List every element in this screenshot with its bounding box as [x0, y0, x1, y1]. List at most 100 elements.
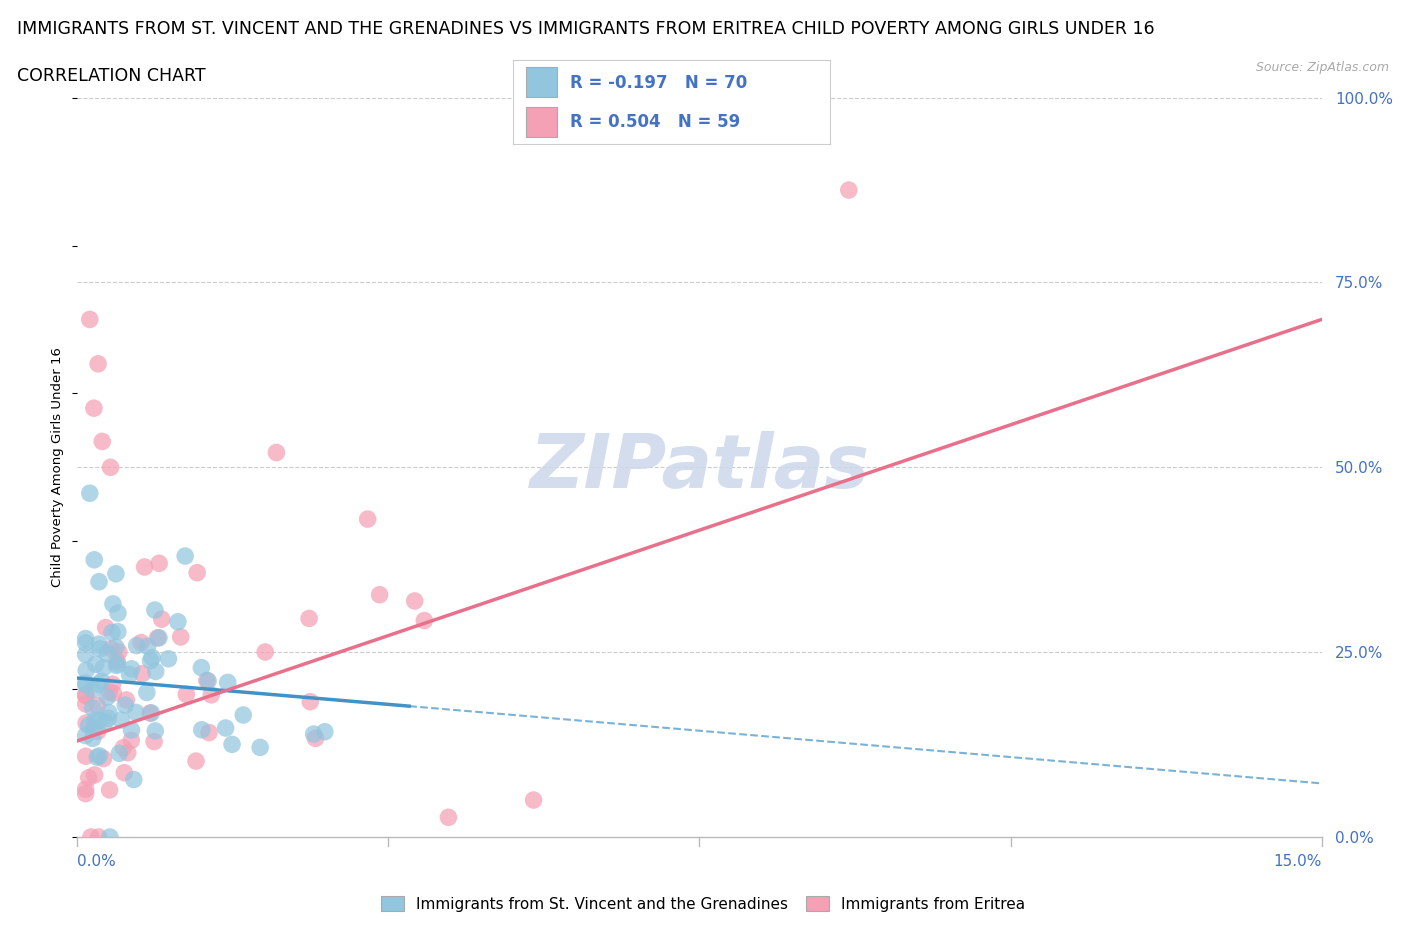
Point: [98, 830, 121, 844]
Text: 15.0%: 15.0%: [1274, 854, 1322, 869]
Point: [120, 733, 142, 748]
Point: [75, 631, 97, 646]
Point: [98, 684, 121, 699]
Text: R = -0.197   N = 70: R = -0.197 N = 70: [571, 74, 748, 92]
Point: [75, 677, 97, 692]
Point: [89, 642, 111, 657]
Point: [139, 653, 162, 668]
Point: [107, 657, 129, 671]
Bar: [526, 107, 557, 138]
Point: [75, 782, 97, 797]
Text: Source: ZipAtlas.com: Source: ZipAtlas.com: [1256, 61, 1389, 74]
Point: [176, 687, 198, 702]
Point: [129, 635, 152, 650]
Point: [112, 765, 135, 780]
Point: [121, 723, 143, 737]
Point: [75, 786, 97, 801]
Point: [148, 631, 170, 645]
Point: [101, 625, 124, 640]
Point: [838, 182, 860, 197]
Point: [75, 688, 97, 703]
Text: ZIPatlas: ZIPatlas: [530, 431, 869, 504]
Point: [79, 312, 101, 327]
Point: [299, 694, 322, 709]
Point: [298, 611, 321, 626]
Point: [108, 644, 131, 659]
Point: [75, 697, 97, 711]
Point: [170, 630, 193, 644]
Point: [117, 745, 139, 760]
Point: [146, 631, 169, 645]
Point: [97, 705, 120, 720]
Point: [103, 685, 125, 700]
Point: [84, 657, 107, 671]
Point: [94, 620, 117, 635]
Point: [87, 356, 110, 371]
Point: [96, 690, 118, 705]
Point: [141, 650, 163, 665]
Point: [195, 673, 218, 688]
Point: [100, 460, 122, 474]
Point: [314, 724, 336, 739]
Y-axis label: Child Poverty Among Girls Under 16: Child Poverty Among Girls Under 16: [51, 348, 65, 587]
Point: [83, 713, 105, 728]
Text: R = 0.504   N = 59: R = 0.504 N = 59: [571, 113, 741, 131]
Point: [368, 588, 391, 603]
Point: [143, 734, 166, 749]
Point: [148, 556, 170, 571]
Point: [145, 664, 167, 679]
Point: [87, 724, 110, 738]
Point: [90, 674, 112, 689]
Point: [97, 711, 120, 725]
Point: [266, 445, 288, 460]
Point: [86, 750, 108, 764]
Bar: [526, 67, 557, 98]
Text: IMMIGRANTS FROM ST. VINCENT AND THE GRENADINES VS IMMIGRANTS FROM ERITREA CHILD : IMMIGRANTS FROM ST. VINCENT AND THE GREN…: [17, 20, 1154, 38]
Point: [82, 683, 104, 698]
Point: [93, 660, 115, 675]
Point: [83, 401, 105, 416]
Point: [77, 770, 100, 785]
Point: [83, 767, 105, 782]
Point: [107, 624, 129, 639]
Point: [75, 728, 97, 743]
Point: [121, 661, 143, 676]
Point: [174, 549, 197, 564]
Point: [437, 810, 460, 825]
Point: [143, 724, 166, 738]
Point: [214, 721, 236, 736]
Point: [82, 731, 104, 746]
Point: [93, 751, 115, 766]
Point: [83, 722, 105, 737]
Point: [75, 635, 97, 650]
Point: [86, 698, 108, 713]
Point: [131, 666, 153, 681]
Point: [91, 434, 114, 449]
Point: [198, 725, 221, 740]
Point: [139, 706, 162, 721]
Point: [108, 746, 131, 761]
Point: [87, 575, 110, 590]
Point: [101, 596, 124, 611]
Point: [357, 512, 380, 526]
Point: [89, 713, 111, 728]
Point: [232, 708, 254, 723]
Point: [75, 675, 97, 690]
Point: [125, 705, 148, 720]
Point: [190, 660, 212, 675]
Point: [184, 753, 207, 768]
Point: [83, 552, 105, 567]
Point: [96, 646, 118, 661]
Point: [167, 615, 190, 630]
Point: [107, 605, 129, 620]
Point: [122, 772, 145, 787]
Point: [82, 700, 104, 715]
Point: [141, 706, 163, 721]
Point: [125, 638, 148, 653]
Point: [254, 644, 277, 659]
Point: [135, 685, 157, 700]
Point: [101, 677, 124, 692]
Point: [197, 673, 219, 688]
Point: [94, 715, 117, 730]
Point: [104, 640, 127, 655]
